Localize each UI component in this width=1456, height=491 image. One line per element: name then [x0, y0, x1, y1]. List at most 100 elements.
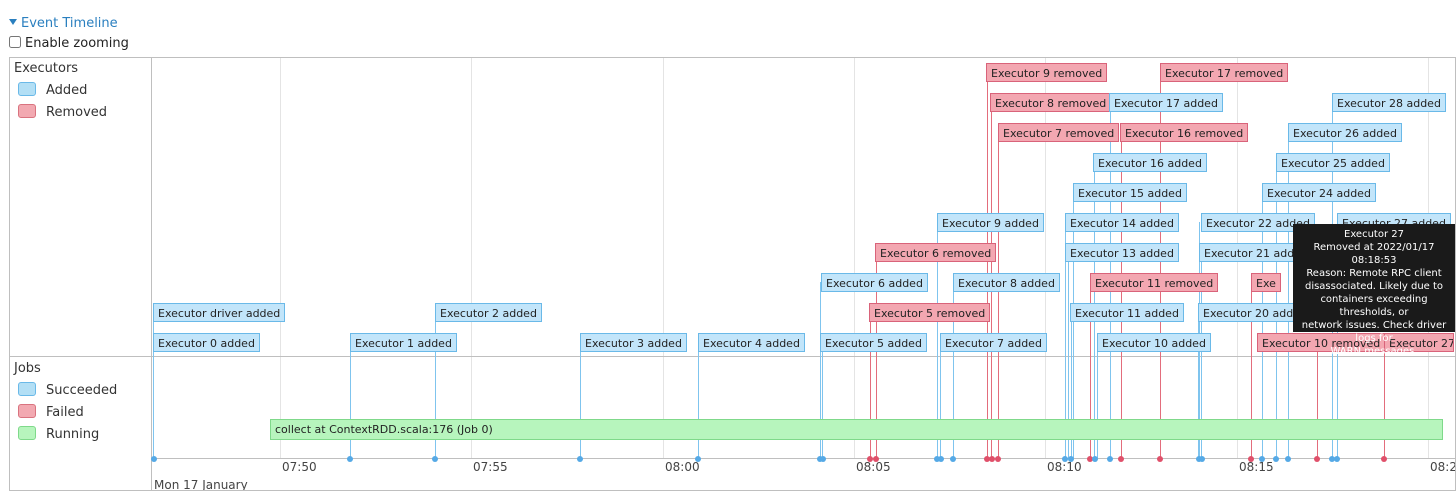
- executors-group-label: Executors: [14, 61, 79, 76]
- event-executor-3-added[interactable]: Executor 3 added: [580, 333, 687, 352]
- event-line: [1068, 252, 1069, 458]
- event-executor-8-removed[interactable]: Executor 8 removed: [990, 93, 1112, 112]
- event-executor-removed-partial[interactable]: Exe: [1251, 273, 1281, 292]
- event-executor-20-added[interactable]: Executor 20 added: [1198, 303, 1312, 322]
- event-executor-1-added[interactable]: Executor 1 added: [350, 333, 457, 352]
- event-line: [1251, 282, 1252, 458]
- event-dot: [1273, 456, 1279, 462]
- event-executor-2-added[interactable]: Executor 2 added: [435, 303, 542, 322]
- event-dot: [867, 456, 873, 462]
- enable-zooming-text: Enable zooming: [25, 36, 129, 51]
- axis-tick-label: 07:55: [473, 460, 508, 474]
- event-executor-14-added[interactable]: Executor 14 added: [1065, 213, 1179, 232]
- event-line: [1121, 132, 1122, 458]
- event-line: [698, 342, 699, 458]
- event-timeline-chart[interactable]: Executors Added Removed Jobs Succeeded F…: [9, 57, 1456, 491]
- legend-succeeded-text: Succeeded: [46, 383, 118, 398]
- event-executor-10-added[interactable]: Executor 10 added: [1097, 333, 1211, 352]
- event-dot: [873, 456, 879, 462]
- tooltip-line: WARN messages.: [1330, 346, 1418, 357]
- tooltip-line: disassociated. Likely due to: [1304, 281, 1444, 292]
- event-executor-9-removed[interactable]: Executor 9 removed: [986, 63, 1108, 82]
- event-executor-26-added[interactable]: Executor 26 added: [1288, 123, 1402, 142]
- event-executor-15-added[interactable]: Executor 15 added: [1073, 183, 1187, 202]
- grid-line: [1045, 58, 1046, 458]
- legend-failed: Failed: [18, 404, 84, 420]
- event-line: [940, 342, 941, 458]
- tooltip-line: Removed at 2022/01/17 08:18:53: [1313, 242, 1435, 266]
- event-dot: [1199, 456, 1205, 462]
- event-dot: [934, 456, 940, 462]
- event-executor-8-added[interactable]: Executor 8 added: [953, 273, 1060, 292]
- enable-zooming-label[interactable]: Enable zooming: [9, 36, 129, 51]
- jobs-group-label: Jobs: [14, 361, 41, 376]
- event-dot: [1107, 456, 1113, 462]
- event-line: [998, 132, 999, 458]
- event-executor-9-added[interactable]: Executor 9 added: [937, 213, 1044, 232]
- legend-removed-text: Removed: [46, 105, 108, 120]
- event-dot: [938, 456, 944, 462]
- event-line: [1384, 342, 1385, 458]
- axis-tick-label: 08:2: [1430, 460, 1456, 474]
- event-line: [350, 342, 351, 458]
- event-line: [953, 282, 954, 458]
- event-dot: [1314, 456, 1320, 462]
- event-dot: [1381, 456, 1387, 462]
- event-line: [822, 342, 823, 458]
- event-line: [1201, 252, 1202, 458]
- event-executor-21-added[interactable]: Executor 21 added: [1199, 243, 1313, 262]
- event-timeline-toggle[interactable]: Event Timeline: [9, 16, 118, 31]
- event-executor-0-added[interactable]: Executor 0 added: [153, 333, 260, 352]
- group-label-divider: [151, 58, 152, 490]
- event-dot: [1248, 456, 1254, 462]
- event-dot: [1285, 456, 1291, 462]
- caret-down-icon: [9, 19, 17, 25]
- event-line: [1090, 282, 1091, 458]
- event-line: [876, 252, 877, 458]
- event-line: [1073, 192, 1074, 458]
- time-axis: [151, 458, 1455, 459]
- event-executor-11-removed[interactable]: Executor 11 removed: [1090, 273, 1219, 292]
- grid-line: [280, 58, 281, 458]
- event-executor-17-added[interactable]: Executor 17 added: [1109, 93, 1223, 112]
- event-executor-7-removed[interactable]: Executor 7 removed: [998, 123, 1120, 142]
- job-0-running-bar[interactable]: collect at ContextRDD.scala:176 (Job 0): [270, 419, 1443, 440]
- event-executor-11-added[interactable]: Executor 11 added: [1070, 303, 1184, 322]
- axis-tick-label: 08:15: [1239, 460, 1274, 474]
- enable-zooming-checkbox[interactable]: [9, 36, 21, 48]
- event-line: [987, 72, 988, 458]
- event-executor-27-removed[interactable]: Executor 27 r: [1384, 333, 1454, 352]
- event-line: [870, 322, 871, 458]
- event-executor-24-added[interactable]: Executor 24 added: [1262, 183, 1376, 202]
- event-executor-17-removed[interactable]: Executor 17 removed: [1160, 63, 1289, 82]
- event-executor-16-added[interactable]: Executor 16 added: [1093, 153, 1207, 172]
- event-line: [1262, 192, 1263, 458]
- event-dot: [1118, 456, 1124, 462]
- event-dot: [950, 456, 956, 462]
- event-executor-driver-added[interactable]: Executor driver added: [153, 303, 286, 322]
- event-executor-5-added[interactable]: Executor 5 added: [820, 333, 927, 352]
- event-executor-13-added[interactable]: Executor 13 added: [1065, 243, 1179, 262]
- event-dot: [1087, 456, 1093, 462]
- event-executor-28-added[interactable]: Executor 28 added: [1332, 93, 1446, 112]
- event-executor-4-added[interactable]: Executor 4 added: [698, 333, 805, 352]
- event-executor-10-removed[interactable]: Executor 10 removed: [1257, 333, 1386, 352]
- event-executor-6-removed[interactable]: Executor 6 removed: [875, 243, 997, 262]
- event-executor-5-removed[interactable]: Executor 5 removed: [869, 303, 991, 322]
- axis-tick-label: 08:05: [856, 460, 891, 474]
- tooltip-line: Reason: Remote RPC client: [1306, 268, 1442, 279]
- event-line: [1071, 312, 1072, 458]
- event-executor-7-added[interactable]: Executor 7 added: [940, 333, 1047, 352]
- grid-line: [663, 58, 664, 458]
- event-dot: [1334, 456, 1340, 462]
- axis-tick-label: 08:00: [665, 460, 700, 474]
- event-executor-6-added[interactable]: Executor 6 added: [821, 273, 928, 292]
- group-divider: [10, 356, 1455, 357]
- event-executor-22-added[interactable]: Executor 22 added: [1201, 213, 1315, 232]
- event-line: [1198, 312, 1199, 458]
- event-executor-25-added[interactable]: Executor 25 added: [1276, 153, 1390, 172]
- legend-running-swatch: [18, 426, 36, 440]
- event-executor-16-removed[interactable]: Executor 16 removed: [1120, 123, 1249, 142]
- grid-line: [854, 58, 855, 458]
- legend-running: Running: [18, 426, 99, 442]
